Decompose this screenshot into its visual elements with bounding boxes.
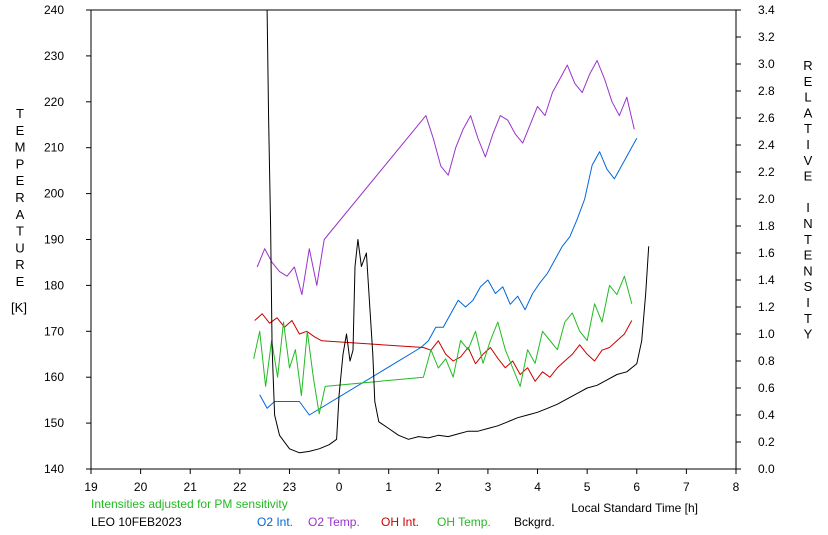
right-tick-label: 1.4	[758, 273, 775, 287]
legend-item: OH Int.	[381, 515, 419, 529]
station-date-label: LEO 10FEB2023	[91, 515, 182, 529]
left-tick-label: 170	[44, 324, 64, 338]
right-tick-label: 0.0	[758, 462, 775, 476]
left-tick-label: 160	[44, 370, 64, 384]
right-tick-label: 0.8	[758, 354, 775, 368]
right-tick-label: 1.8	[758, 219, 775, 233]
left-tick-label: 230	[44, 49, 64, 63]
right-tick-label: 3.4	[758, 3, 775, 17]
right-tick-label: 2.6	[758, 111, 775, 125]
left-tick-label: 240	[44, 3, 64, 17]
plot-frame	[90, 9, 737, 470]
right-tick-label: 1.6	[758, 246, 775, 260]
right-tick-label: 0.6	[758, 381, 775, 395]
left-axis-unit: [K]	[11, 300, 27, 315]
series-line	[259, 137, 638, 416]
right-tick-label: 2.0	[758, 192, 775, 206]
left-tick-label: 190	[44, 233, 64, 247]
legend-item: O2 Int.	[257, 515, 293, 529]
x-tick-label: 1	[385, 480, 392, 494]
x-tick-label: 20	[134, 480, 148, 494]
x-axis-ticks: 19 20 21 22 23 0 1 2 3 4 5 6 7 8	[84, 469, 740, 494]
x-tick-label: 19	[84, 480, 98, 494]
right-tick-label: 3.2	[758, 30, 775, 44]
left-tick-label: 210	[44, 141, 64, 155]
left-tick-label: 150	[44, 416, 64, 430]
right-tick-label: 0.4	[758, 408, 775, 422]
x-tick-label: 7	[683, 480, 690, 494]
x-tick-label: 0	[336, 480, 343, 494]
right-tick-label: 0.2	[758, 435, 775, 449]
x-tick-label: 23	[283, 480, 297, 494]
series-line	[256, 60, 635, 296]
left-tick-label: 140	[44, 462, 64, 476]
left-tick-label: 180	[44, 278, 64, 292]
right-axis-ticks: 0.0 0.2 0.4 0.6 0.8 1.0 1.2 1.4 1.6 1.8 2.0 2.2 2.4 2…	[736, 3, 775, 476]
right-tick-label: 2.4	[758, 138, 775, 152]
series-line	[266, 9, 650, 454]
legend-item: O2 Temp.	[308, 515, 360, 529]
x-tick-label: 2	[435, 480, 442, 494]
left-tick-label: 220	[44, 95, 64, 109]
right-tick-label: 2.2	[758, 165, 775, 179]
series-line	[253, 275, 633, 415]
legend: O2 Int. O2 Temp. OH Int. OH Temp. Bckgrd.	[257, 515, 555, 529]
right-tick-label: 1.0	[758, 327, 775, 341]
right-tick-label: 2.8	[758, 84, 775, 98]
right-tick-label: 1.2	[758, 300, 775, 314]
x-tick-label: 5	[584, 480, 591, 494]
x-tick-label: 3	[485, 480, 492, 494]
left-axis-ticks: 140 150 160 170 180 190 200 210 220 230 240	[44, 3, 91, 476]
x-tick-label: 8	[733, 480, 740, 494]
x-tick-label: 6	[633, 480, 640, 494]
left-tick-label: 200	[44, 187, 64, 201]
x-tick-label: 4	[534, 480, 541, 494]
x-tick-label: 21	[184, 480, 198, 494]
series-line	[254, 313, 633, 382]
x-axis-label: Local Standard Time [h]	[571, 501, 698, 515]
series-group	[253, 9, 650, 454]
right-tick-label: 3.0	[758, 57, 775, 71]
x-tick-label: 22	[233, 480, 247, 494]
legend-item: OH Temp.	[437, 515, 491, 529]
legend-item: Bckgrd.	[514, 515, 555, 529]
pm-sensitivity-note: Intensities adjusted for PM sensitivity	[91, 497, 288, 511]
